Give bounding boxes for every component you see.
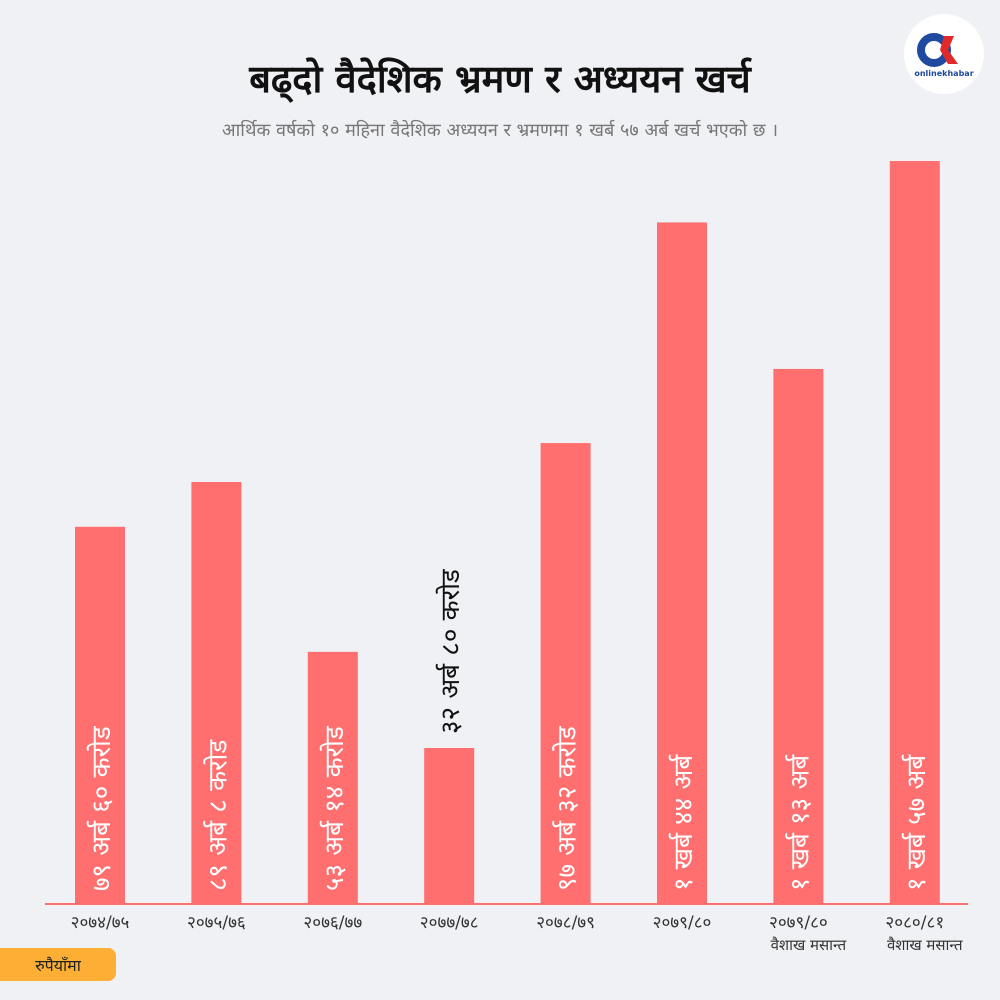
onlinekhabar-logo: onlinekhabar (904, 14, 984, 94)
x-tick-label: २०७४/७५ (71, 913, 130, 933)
bar (889, 161, 940, 903)
x-tick-label: २०८०/८१ (885, 913, 944, 933)
x-tick-label: २०७६/७७ (303, 913, 362, 933)
x-tick-label: २०७८/७९ (536, 913, 595, 933)
data-label: १ खर्ब ५७ अर्ब (901, 754, 932, 891)
svg-text:onlinekhabar: onlinekhabar (914, 69, 973, 78)
x-tick-note: वैशाख मसान्त (771, 936, 847, 954)
data-label: ७९ अर्ब ६० करोड (86, 725, 117, 891)
x-tick-label: २०७५/७६ (187, 913, 246, 933)
data-label: ५३ अर्ब १४ करोड (319, 725, 350, 891)
bar (540, 443, 591, 903)
unit-badge: रुपैयाँमा (0, 948, 116, 981)
x-tick-label: २०७९/८० (653, 913, 712, 933)
chart-subtitle: आर्थिक वर्षको १० महिना वैदेशिक अध्ययन र … (221, 120, 779, 141)
bar (307, 651, 358, 903)
bar (657, 222, 707, 904)
x-tick-label: २०७९/८० (769, 913, 828, 933)
data-label: १ खर्ब ४४ अर्ब (668, 754, 699, 891)
bar (191, 481, 242, 903)
data-label: ३२ अर्ब ८० करोड (435, 568, 466, 734)
x-tick-note: वैशाख मसान्त (887, 936, 963, 954)
bar (773, 368, 824, 903)
x-tick-label: २०७७/७८ (420, 913, 479, 933)
bar (75, 526, 125, 903)
data-label: ८९ अर्ब ८ करोड (202, 739, 233, 891)
chart-title: बढ्दो वैदेशिक भ्रमण र अध्ययन खर्च (249, 57, 751, 101)
data-label: ९७ अर्ब ३२ करोड (552, 725, 583, 891)
data-label: १ खर्ब १३ अर्ब (784, 754, 815, 891)
bar (424, 747, 475, 903)
